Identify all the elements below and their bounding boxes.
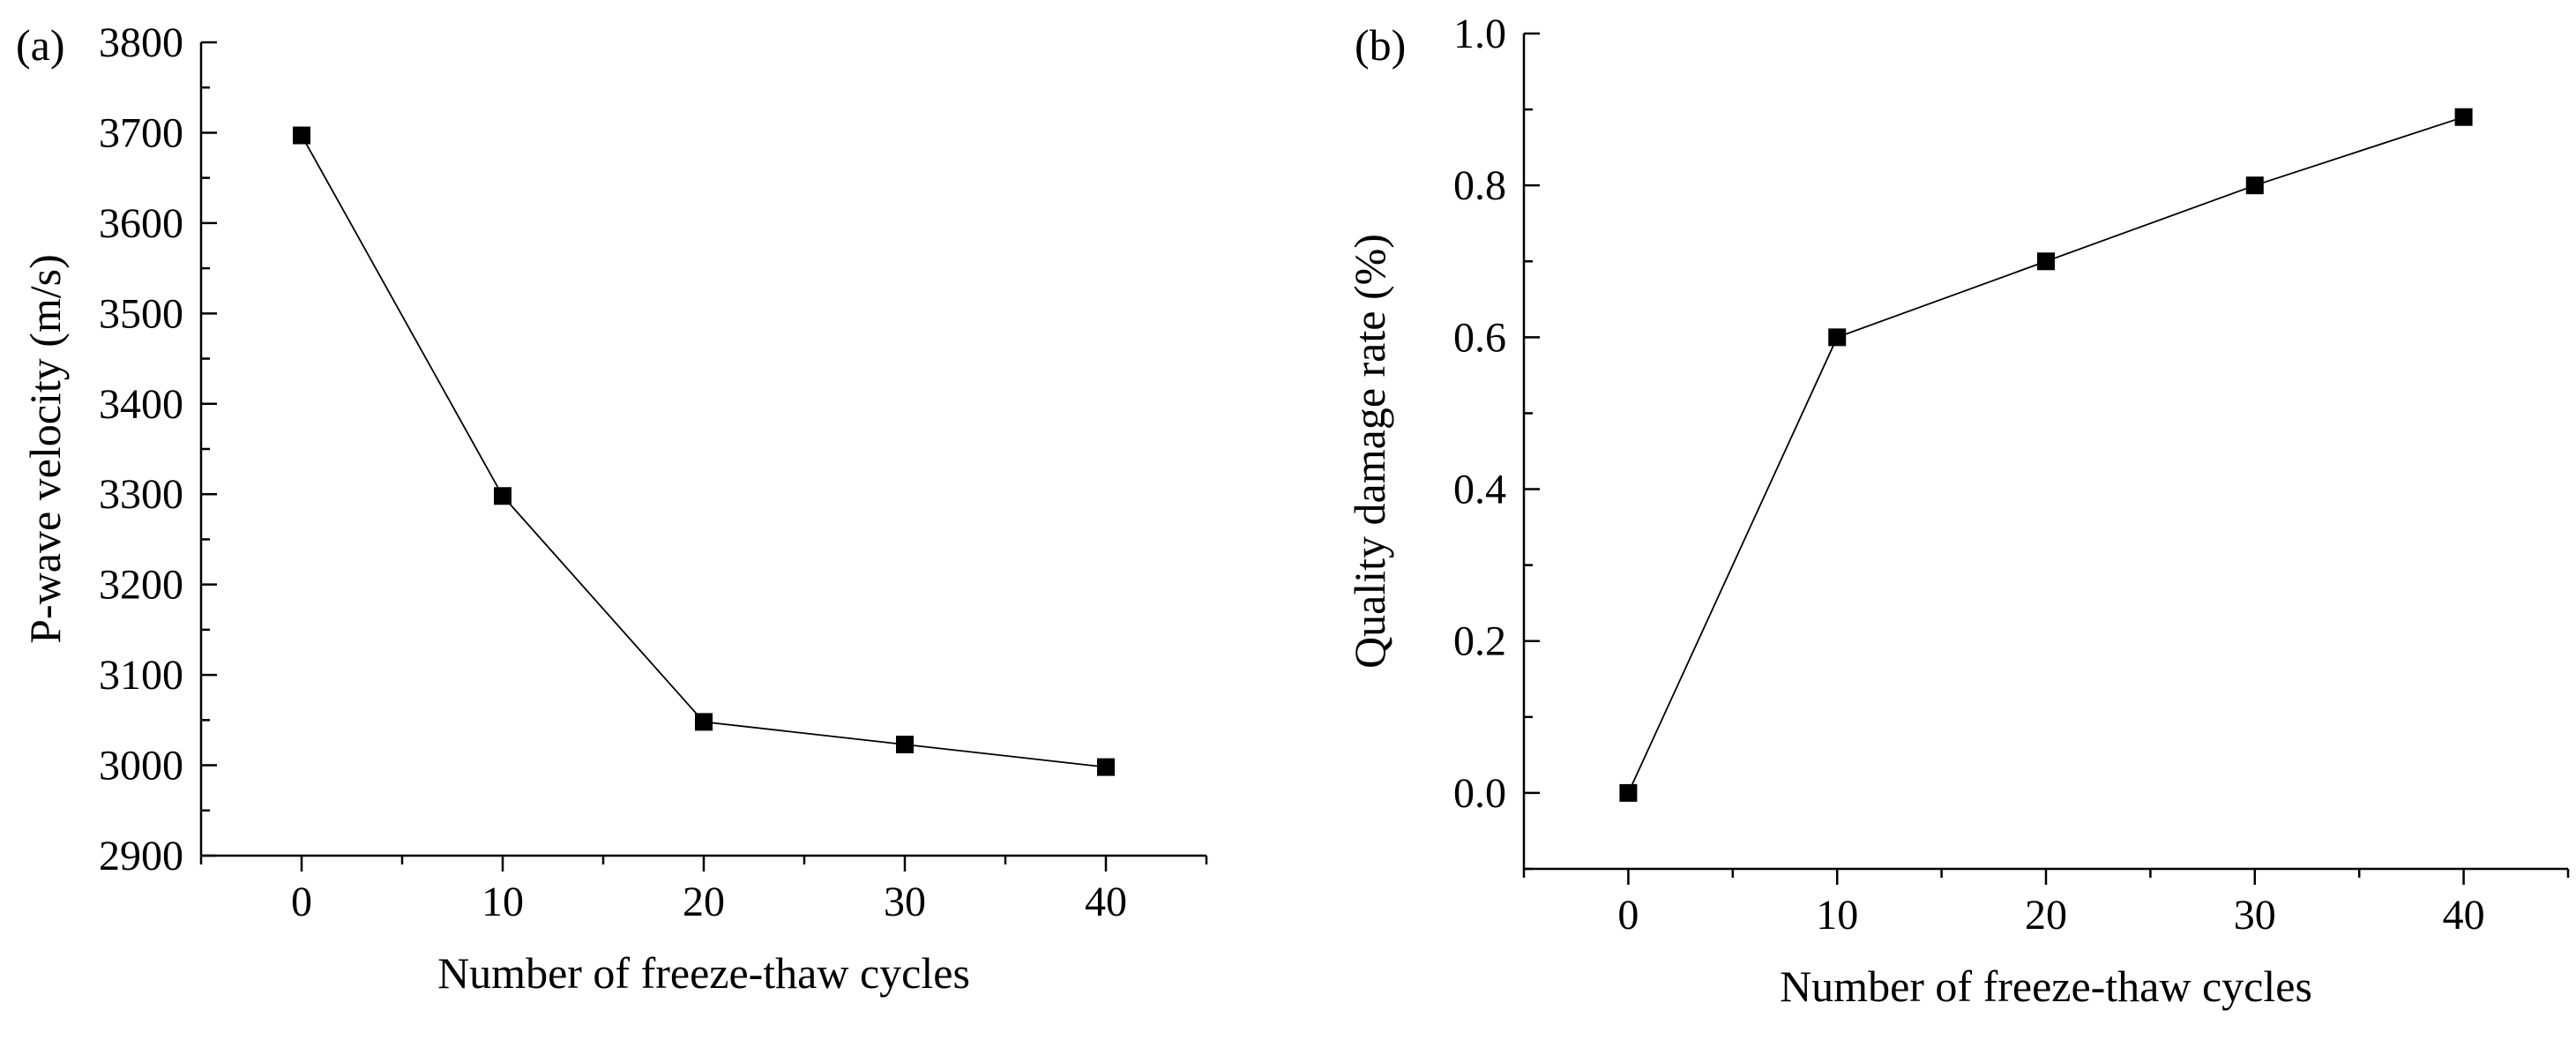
y-tick-label-b: 0.0 (1453, 770, 1506, 817)
y-axis-label-a: P-wave velocity (m/s) (20, 254, 70, 644)
x-tick-label-a: 10 (482, 879, 524, 925)
y-tick-label-a: 3800 (99, 19, 183, 66)
data-point-b-3 (2245, 176, 2264, 195)
panel-label-a: (a) (16, 20, 65, 70)
y-tick-label-a: 3300 (99, 471, 183, 518)
x-axis-label-b: Number of freeze-thaw cycles (1780, 961, 2312, 1011)
x-tick-label-a: 20 (683, 879, 725, 925)
data-point-a-2 (695, 713, 713, 731)
y-tick-label-a: 3000 (99, 743, 183, 789)
y-tick-label-a: 3700 (99, 109, 183, 156)
data-point-b-0 (1619, 783, 1638, 802)
data-point-b-2 (2037, 252, 2055, 271)
x-tick-label-a: 30 (884, 879, 926, 925)
panel-b: 0 10 20 30 40 0.0 0.2 0.4 0.6 0.8 1.0 Number of fre… (1345, 11, 2570, 1011)
data-point-a-3 (896, 735, 914, 753)
x-tick-label-b: 30 (2234, 892, 2276, 939)
panel-a: 0 10 20 30 40 2900 3000 3100 3200 3300 3400 3500 360… (16, 19, 1208, 998)
x-tick-label-b: 40 (2443, 892, 2485, 939)
data-point-a-4 (1097, 758, 1115, 776)
y-tick-label-a: 3600 (99, 200, 183, 247)
y-tick-label-a: 3100 (99, 652, 183, 699)
y-tick-label-a: 3500 (99, 290, 183, 337)
y-tick-label-a: 3400 (99, 381, 183, 428)
y-tick-label-b: 1.0 (1453, 11, 1506, 57)
x-tick-label-b: 10 (1816, 892, 1858, 939)
data-point-a-0 (293, 126, 310, 145)
x-tick-label-b: 20 (2025, 892, 2067, 939)
series-line-b (1627, 116, 2464, 794)
y-tick-label-b: 0.8 (1453, 162, 1506, 209)
series-line-a (301, 135, 1107, 768)
x-tick-label-a: 40 (1085, 879, 1127, 925)
x-tick-label-a: 0 (291, 879, 312, 925)
y-tick-label-b: 0.4 (1453, 467, 1506, 513)
x-tick-label-b: 0 (1617, 892, 1639, 939)
data-point-b-4 (2454, 108, 2473, 126)
y-tick-label-b: 0.6 (1453, 314, 1506, 361)
y-tick-label-a: 3200 (99, 562, 183, 609)
x-axis-label-a: Number of freeze-thaw cycles (437, 948, 970, 998)
panel-label-b: (b) (1355, 20, 1406, 70)
y-tick-label-b: 0.2 (1453, 618, 1506, 665)
y-tick-label-a: 2900 (99, 833, 183, 879)
y-axis-label-b: Quality damage rate (%) (1345, 234, 1394, 669)
data-point-b-1 (1828, 328, 1847, 347)
data-point-a-1 (494, 487, 511, 505)
